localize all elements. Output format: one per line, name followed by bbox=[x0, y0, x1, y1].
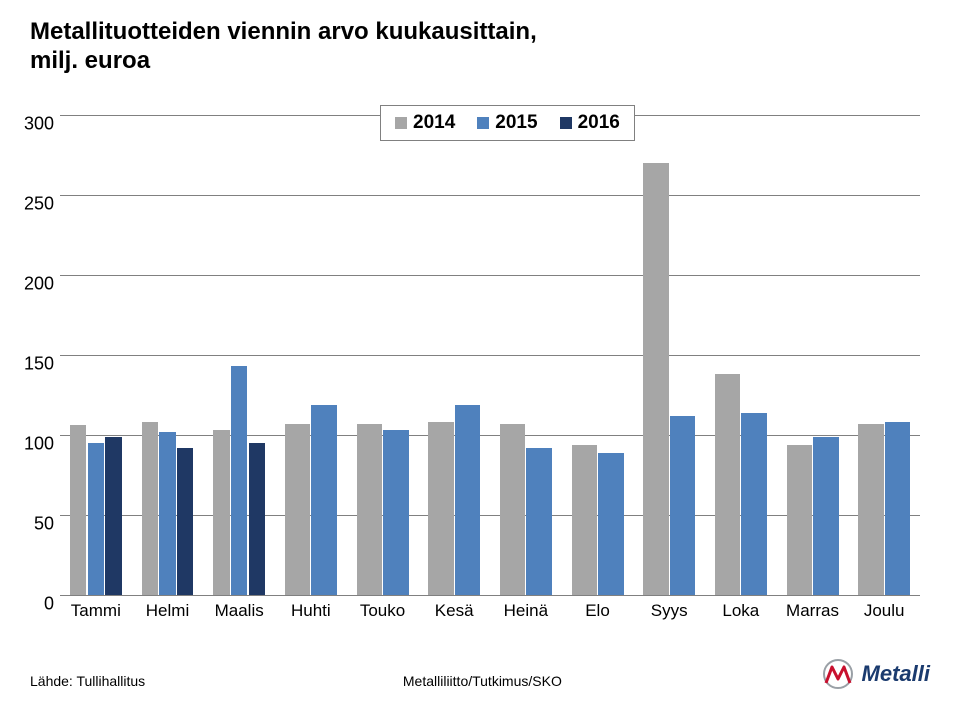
x-tick-label: Heinä bbox=[504, 601, 548, 621]
bar bbox=[70, 425, 87, 595]
bar bbox=[500, 424, 526, 595]
x-tick-label: Loka bbox=[722, 601, 759, 621]
bar bbox=[643, 163, 669, 595]
bar bbox=[670, 416, 696, 595]
legend: 2014 2015 2016 bbox=[380, 105, 635, 141]
legend-item: 2016 bbox=[560, 112, 620, 134]
legend-swatch bbox=[395, 117, 407, 129]
legend-swatch bbox=[560, 117, 572, 129]
y-tick-label: 150 bbox=[24, 354, 54, 375]
logo-text: Metalli bbox=[862, 661, 930, 687]
x-tick-label: Kesä bbox=[435, 601, 474, 621]
bar bbox=[428, 422, 454, 595]
bar bbox=[285, 424, 311, 595]
bar bbox=[142, 422, 159, 595]
legend-label: 2014 bbox=[413, 112, 455, 134]
y-axis: 050100150200250300 bbox=[20, 115, 60, 595]
page: Metallituotteiden viennin arvo kuukausit… bbox=[0, 0, 960, 705]
gridline bbox=[60, 595, 920, 596]
bar bbox=[885, 422, 911, 595]
bar bbox=[249, 443, 266, 595]
bar bbox=[787, 445, 813, 595]
bar bbox=[231, 366, 248, 595]
bar bbox=[598, 453, 624, 595]
y-tick-label: 250 bbox=[24, 194, 54, 215]
plot-area bbox=[60, 115, 920, 595]
source-text: Lähde: Tullihallitus bbox=[30, 673, 145, 689]
bar bbox=[311, 405, 337, 595]
y-tick-label: 200 bbox=[24, 274, 54, 295]
bar bbox=[88, 443, 105, 595]
legend-swatch bbox=[477, 117, 489, 129]
legend-item: 2015 bbox=[477, 112, 537, 134]
legend-item: 2014 bbox=[395, 112, 455, 134]
bar bbox=[526, 448, 552, 595]
chart-title: Metallituotteiden viennin arvo kuukausit… bbox=[30, 18, 930, 76]
x-tick-label: Maalis bbox=[215, 601, 264, 621]
y-tick-label: 50 bbox=[34, 514, 54, 535]
bar bbox=[858, 424, 884, 595]
bar bbox=[383, 430, 409, 595]
y-tick-label: 300 bbox=[24, 114, 54, 135]
bar bbox=[105, 437, 122, 595]
y-tick-label: 100 bbox=[24, 434, 54, 455]
bar bbox=[177, 448, 194, 595]
legend-label: 2016 bbox=[578, 112, 620, 134]
x-tick-label: Tammi bbox=[71, 601, 121, 621]
logo-icon bbox=[820, 659, 856, 689]
x-tick-label: Huhti bbox=[291, 601, 331, 621]
x-tick-label: Marras bbox=[786, 601, 839, 621]
title-line-1: Metallituotteiden viennin arvo kuukausit… bbox=[30, 18, 930, 47]
x-tick-label: Touko bbox=[360, 601, 405, 621]
bar bbox=[455, 405, 481, 595]
bar bbox=[159, 432, 176, 595]
chart-area: 201420152016 050100150200250300 TammiHel… bbox=[60, 115, 920, 595]
bar bbox=[213, 430, 230, 595]
bar bbox=[357, 424, 383, 595]
title-line-2: milj. euroa bbox=[30, 47, 930, 76]
x-tick-label: Syys bbox=[651, 601, 688, 621]
bar bbox=[741, 413, 767, 595]
attribution-text: Metalliliitto/Tutkimus/SKO bbox=[403, 673, 562, 689]
bar bbox=[572, 445, 598, 595]
legend-label: 2015 bbox=[495, 112, 537, 134]
bar bbox=[813, 437, 839, 595]
footer: Lähde: Tullihallitus Metalliliitto/Tutki… bbox=[30, 659, 930, 689]
x-tick-label: Elo bbox=[585, 601, 610, 621]
logo: Metalli bbox=[820, 659, 930, 689]
x-tick-label: Joulu bbox=[864, 601, 905, 621]
bars-container bbox=[60, 115, 920, 595]
bar bbox=[715, 374, 741, 595]
x-tick-label: Helmi bbox=[146, 601, 189, 621]
y-tick-label: 0 bbox=[44, 594, 54, 615]
